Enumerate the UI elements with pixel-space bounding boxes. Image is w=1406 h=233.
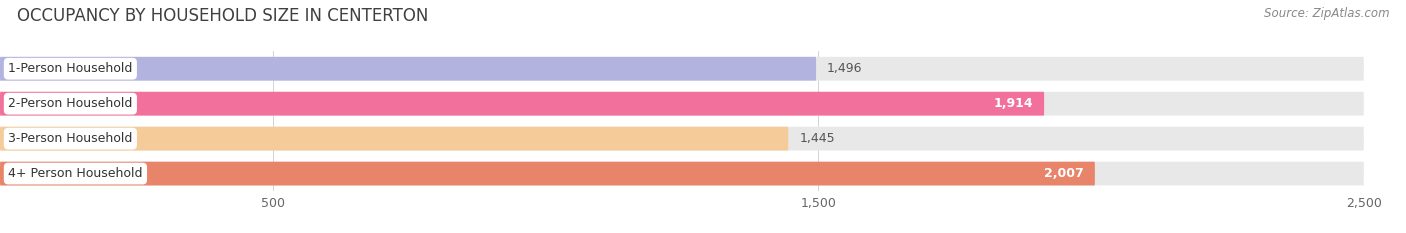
FancyBboxPatch shape: [0, 162, 1095, 185]
FancyBboxPatch shape: [0, 92, 1364, 116]
FancyBboxPatch shape: [0, 57, 1364, 81]
Text: OCCUPANCY BY HOUSEHOLD SIZE IN CENTERTON: OCCUPANCY BY HOUSEHOLD SIZE IN CENTERTON: [17, 7, 429, 25]
FancyBboxPatch shape: [0, 127, 789, 151]
FancyBboxPatch shape: [0, 162, 1364, 185]
Text: 3-Person Household: 3-Person Household: [8, 132, 132, 145]
Text: 1,914: 1,914: [994, 97, 1033, 110]
Text: 1,496: 1,496: [827, 62, 862, 75]
Text: 2,007: 2,007: [1045, 167, 1084, 180]
FancyBboxPatch shape: [0, 57, 815, 81]
Text: Source: ZipAtlas.com: Source: ZipAtlas.com: [1264, 7, 1389, 20]
Text: 2-Person Household: 2-Person Household: [8, 97, 132, 110]
FancyBboxPatch shape: [0, 127, 1364, 151]
Text: 4+ Person Household: 4+ Person Household: [8, 167, 142, 180]
Text: 1,445: 1,445: [799, 132, 835, 145]
Text: 1-Person Household: 1-Person Household: [8, 62, 132, 75]
FancyBboxPatch shape: [0, 92, 1045, 116]
